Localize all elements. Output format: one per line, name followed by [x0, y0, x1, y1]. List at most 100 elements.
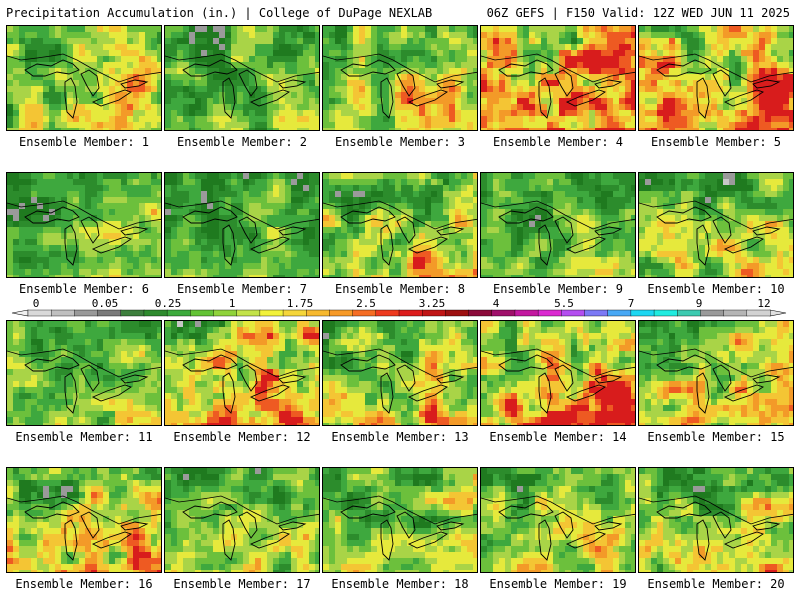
precip-cell: [699, 50, 705, 56]
precip-cell: [771, 221, 777, 227]
precip-cell: [425, 203, 431, 209]
precip-cell: [273, 68, 279, 74]
precip-cell: [255, 122, 261, 128]
precip-cell: [461, 110, 467, 116]
precip-cell: [377, 227, 383, 233]
precip-cell: [467, 98, 473, 104]
precip-cell: [303, 221, 309, 227]
precip-cell: [711, 239, 717, 245]
precip-cell: [675, 185, 681, 191]
precip-cell: [625, 191, 631, 197]
precip-cell: [783, 251, 789, 257]
precip-cell: [657, 110, 663, 116]
precip-cell: [255, 191, 261, 197]
precip-cell: [377, 26, 383, 32]
precip-cell: [711, 50, 717, 56]
precip-cell: [437, 74, 443, 80]
precip-cell: [639, 209, 645, 215]
precip-cell: [711, 269, 717, 275]
precip-cell: [431, 215, 437, 221]
precip-cell: [127, 86, 133, 92]
precip-cell: [523, 215, 529, 221]
precip-cell: [619, 128, 625, 130]
precip-cell: [601, 74, 607, 80]
precip-cell: [285, 62, 291, 68]
precip-cell: [139, 98, 145, 104]
precip-cell: [133, 245, 139, 251]
precip-cell: [73, 369, 79, 375]
precip-cell: [571, 257, 577, 263]
precip-cell: [759, 38, 765, 44]
precip-cell: [165, 80, 171, 86]
precip-cell: [523, 68, 529, 74]
precip-cell: [613, 92, 619, 98]
precip-cell: [61, 239, 67, 245]
precip-cell: [723, 110, 729, 116]
precip-cell: [529, 215, 535, 221]
precip-cell: [499, 110, 505, 116]
precip-cell: [431, 191, 437, 197]
precip-cell: [437, 179, 443, 185]
precip-cell: [267, 68, 273, 74]
precip-cell: [729, 227, 735, 233]
precip-cell: [341, 263, 347, 269]
precip-cell: [201, 74, 207, 80]
precip-cell: [425, 275, 431, 277]
precip-cell: [461, 233, 467, 239]
precip-cell: [37, 74, 43, 80]
precip-cell: [461, 128, 467, 130]
precip-cell: [353, 239, 359, 245]
precip-cell: [473, 197, 477, 203]
precip-cell: [85, 197, 91, 203]
precip-cell: [207, 233, 213, 239]
precip-cell: [127, 245, 133, 251]
precip-cell: [607, 275, 613, 277]
precip-cell: [291, 44, 297, 50]
precip-cell: [461, 74, 467, 80]
precip-cell: [121, 122, 127, 128]
precip-cell: [79, 50, 85, 56]
precip-cell: [625, 56, 631, 62]
precip-cell: [37, 80, 43, 86]
precip-cell: [25, 227, 31, 233]
lake-outline: [712, 69, 732, 97]
precip-cell: [207, 92, 213, 98]
precip-cell: [249, 245, 255, 251]
precip-cell: [67, 275, 73, 277]
precip-cell: [335, 239, 341, 245]
precip-cell: [13, 321, 19, 327]
precip-cell: [97, 56, 103, 62]
precip-cell: [747, 191, 753, 197]
precip-cell: [255, 275, 261, 277]
precip-cell: [395, 32, 401, 38]
precip-cell: [341, 104, 347, 110]
precip-cell: [753, 110, 759, 116]
precip-cell: [145, 185, 151, 191]
precip-cell: [419, 185, 425, 191]
precip-cell: [115, 32, 121, 38]
precip-cell: [347, 74, 353, 80]
precip-cell: [449, 38, 455, 44]
precip-cell: [73, 56, 79, 62]
precip-cell: [419, 32, 425, 38]
precip-cell: [669, 215, 675, 221]
precip-cell: [151, 227, 157, 233]
precip-cell: [273, 263, 279, 269]
precip-cell: [201, 98, 207, 104]
precip-cell: [49, 110, 55, 116]
precip-cell: [645, 257, 651, 263]
precip-cell: [511, 116, 517, 122]
precip-cell: [219, 38, 225, 44]
precip-cell: [723, 38, 729, 44]
precip-cell: [261, 275, 267, 277]
precip-cell: [759, 215, 765, 221]
precip-cell: [523, 44, 529, 50]
precip-cell: [249, 26, 255, 32]
precip-cell: [371, 215, 377, 221]
precip-cell: [297, 197, 303, 203]
precip-cell: [675, 44, 681, 50]
precip-cell: [425, 26, 431, 32]
precip-cell: [91, 62, 97, 68]
precip-cell: [735, 68, 741, 74]
precip-cell: [329, 26, 335, 32]
